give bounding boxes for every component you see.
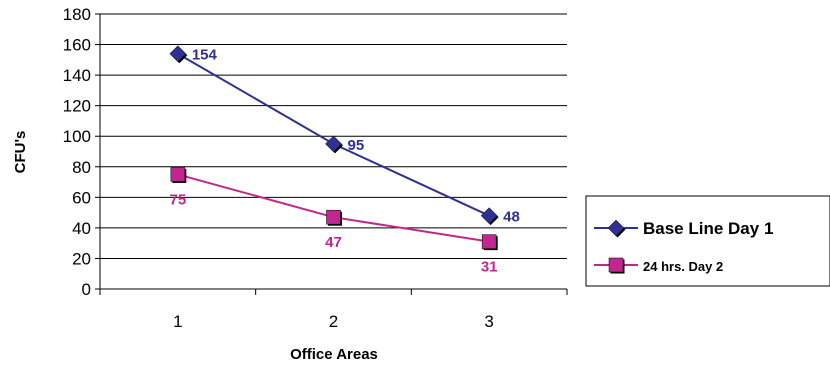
data-label-series-1: 95 xyxy=(348,137,365,154)
series-2-point xyxy=(481,234,498,251)
y-tick-label: 40 xyxy=(72,219,91,238)
tick-labels: 0 20 40 60 80 100 120 140 160 180 1 2 3 xyxy=(63,5,494,331)
legend-box xyxy=(585,195,830,287)
legend-label-series-1: Base Line Day 1 xyxy=(643,219,773,238)
legend-label-series-2: 24 hrs. Day 2 xyxy=(643,259,723,274)
data-label-series-2: 31 xyxy=(481,259,498,276)
y-tick-label: 60 xyxy=(72,188,91,207)
y-tick-label: 100 xyxy=(63,127,91,146)
y-axis-title: CFU's xyxy=(12,131,29,174)
data-labels: 154 95 48 75 47 31 xyxy=(169,47,519,276)
y-tick-label: 120 xyxy=(63,97,91,116)
x-tick-label: 3 xyxy=(484,312,493,331)
data-label-series-2: 47 xyxy=(325,234,342,251)
data-label-series-1: 48 xyxy=(503,209,520,226)
y-tick-label: 180 xyxy=(63,5,91,24)
legend-marker-series-2 xyxy=(608,257,625,274)
series-2-point xyxy=(326,209,342,226)
data-label-series-1: 154 xyxy=(192,47,218,64)
x-tick-label: 1 xyxy=(173,312,182,331)
series-1-point xyxy=(325,135,343,154)
series-line-1 xyxy=(177,52,490,217)
x-tick-label: 2 xyxy=(329,312,338,331)
y-tick-label: 0 xyxy=(82,280,91,299)
data-label-series-2: 75 xyxy=(169,191,186,208)
series xyxy=(169,45,499,251)
y-tick-label: 80 xyxy=(72,158,91,177)
series-1-point xyxy=(169,45,188,64)
series-line-2 xyxy=(177,173,490,243)
x-axis-title: Office Areas xyxy=(290,346,378,363)
series-1-point xyxy=(480,207,499,226)
legend: Base Line Day 1 24 hrs. Day 2 xyxy=(585,195,830,287)
y-tick-label: 140 xyxy=(63,66,91,85)
series-2-point xyxy=(170,167,187,183)
y-tick-label: 160 xyxy=(63,36,91,55)
legend-marker-series-1 xyxy=(607,219,626,238)
y-tick-label: 20 xyxy=(72,249,91,268)
axes xyxy=(95,13,568,295)
